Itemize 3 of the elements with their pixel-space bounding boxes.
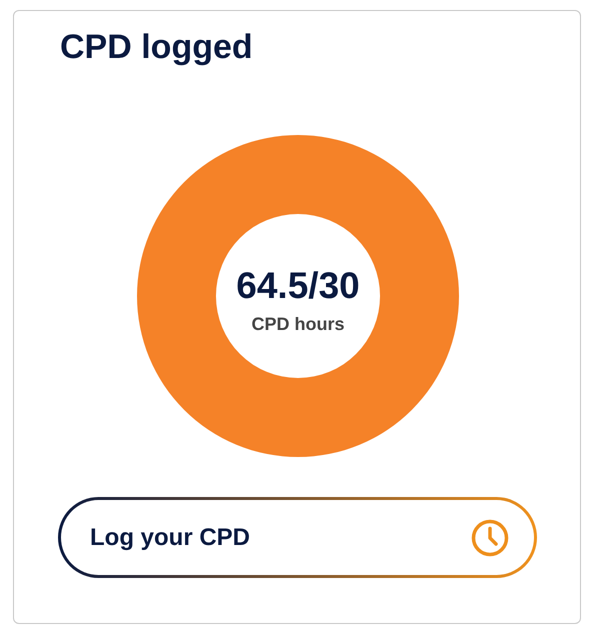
chart-title: CPD logged	[60, 28, 253, 66]
text: CPD hours	[251, 314, 345, 334]
text: 64.5/30	[236, 265, 360, 306]
